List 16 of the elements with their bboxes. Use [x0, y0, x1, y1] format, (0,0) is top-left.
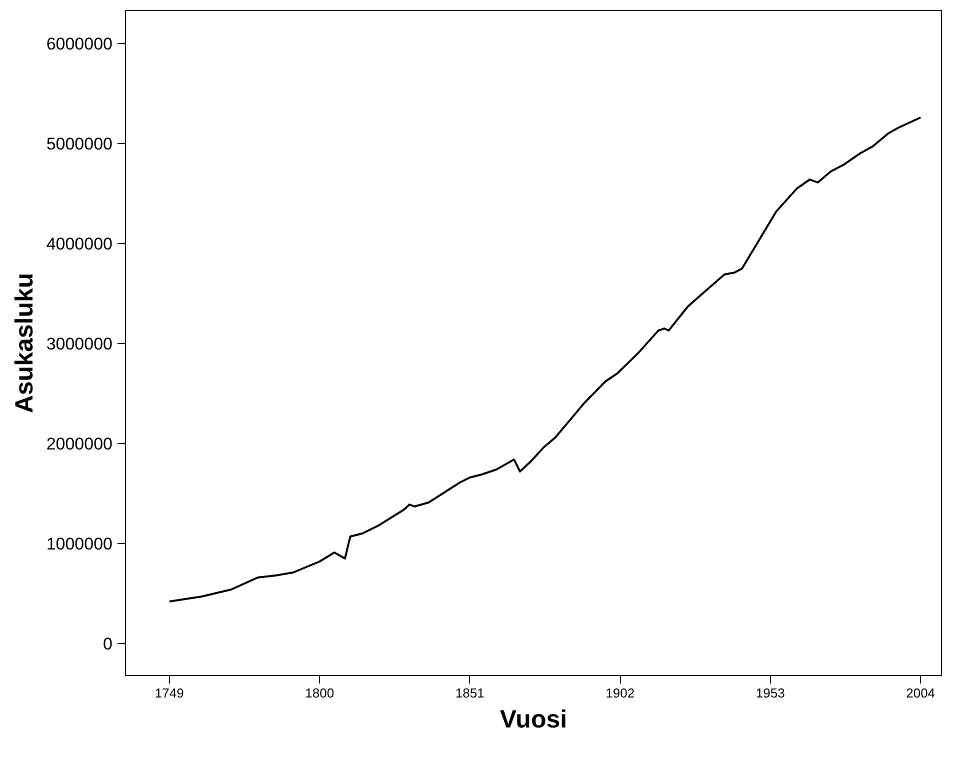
y-tick-label: 0 [103, 634, 113, 654]
y-tick-label: 4000000 [46, 234, 113, 254]
x-axis-title: Vuosi [500, 706, 568, 734]
line-series [168, 116, 922, 602]
y-tick-label: 3000000 [46, 334, 113, 354]
x-tick-label: 1800 [305, 686, 334, 700]
x-tick-label: 1953 [756, 686, 785, 700]
y-axis-title: Asukasluku [10, 272, 38, 414]
y-tick-label: 2000000 [46, 434, 113, 454]
y-tick-label: 5000000 [46, 134, 113, 154]
y-tick-label: 1000000 [46, 534, 113, 554]
y-tick-label: 6000000 [46, 34, 113, 54]
x-tick-label: 1749 [154, 686, 184, 700]
x-tick-label: 2004 [906, 686, 936, 700]
x-tick-label: 1851 [455, 686, 484, 700]
x-tick-label: 1902 [606, 686, 635, 700]
